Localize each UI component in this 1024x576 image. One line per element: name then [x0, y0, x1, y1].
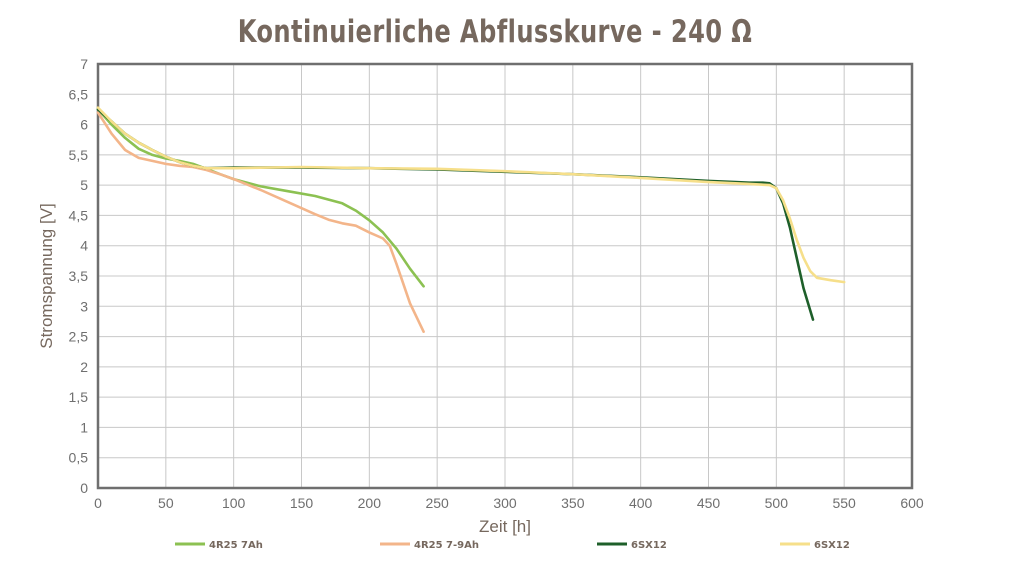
- x-tick-label: 550: [832, 495, 856, 511]
- y-axis-title: Stromspannung [V]: [37, 203, 56, 349]
- y-tick-label: 5,5: [69, 147, 89, 163]
- x-tick-label: 350: [561, 495, 585, 511]
- y-tick-label: 1: [80, 419, 88, 435]
- series-line-3: [96, 108, 815, 321]
- y-tick-label: 3: [80, 298, 88, 314]
- plot-frame: [96, 62, 914, 490]
- x-tick-label: 200: [358, 495, 382, 511]
- x-tick-label: 300: [493, 495, 517, 511]
- grid-lines: [97, 63, 913, 489]
- legend-label-1: 4R25 7Ah: [209, 540, 263, 551]
- legend: 4R25 7Ah 4R25 7-9Ah 6SX12 6SX12: [175, 540, 850, 551]
- y-tick-label: 1,5: [69, 389, 89, 405]
- legend-label-2: 4R25 7-9Ah: [414, 540, 479, 551]
- x-tick-label: 100: [222, 495, 246, 511]
- x-tick-label: 600: [900, 495, 924, 511]
- y-tick-label: 2,5: [69, 329, 89, 345]
- legend-label-3: 6SX12: [631, 540, 667, 551]
- series-line-1: [96, 108, 425, 288]
- chart-title: Kontinuierliche Abflusskurve - 240 Ω: [237, 14, 753, 50]
- y-tick-label: 5: [80, 177, 88, 193]
- y-tick-label: 4: [80, 238, 88, 254]
- x-axis-title: Zeit [h]: [479, 517, 531, 536]
- x-tick-label: 500: [765, 495, 789, 511]
- series-line-2: [96, 111, 425, 333]
- y-tick-label: 2: [80, 359, 88, 375]
- x-tick-label: 50: [158, 495, 174, 511]
- y-tick-label: 0: [80, 480, 88, 496]
- x-tick-label: 250: [425, 495, 449, 511]
- y-tick-label: 3,5: [69, 268, 89, 284]
- y-tick-label: 6,5: [69, 86, 89, 102]
- y-tick-label: 4,5: [69, 207, 89, 223]
- legend-label-4: 6SX12: [814, 540, 850, 551]
- y-tick-label: 6: [80, 117, 88, 133]
- x-tick-label: 0: [94, 495, 102, 511]
- series-lines: [96, 106, 846, 333]
- series-line-4: [96, 106, 846, 284]
- x-tick-label: 400: [629, 495, 653, 511]
- axes: [96, 62, 914, 490]
- y-tick-label: 7: [80, 56, 88, 72]
- x-tick-label: 150: [290, 495, 314, 511]
- tick-labels: 0 0,5 1 1,5 2 2,5 3 3,5 4 4,5 5 5,5 6 6,5 7 0 50 100 150 20…: [69, 56, 924, 511]
- y-tick-label: 0,5: [69, 450, 89, 466]
- x-tick-label: 450: [697, 495, 721, 511]
